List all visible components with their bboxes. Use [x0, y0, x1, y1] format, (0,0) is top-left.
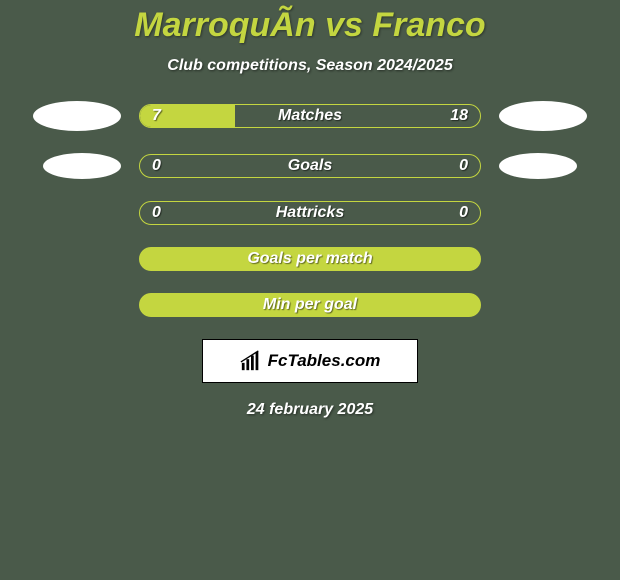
stat-bar-hattricks: 0 Hattricks 0 [139, 201, 481, 225]
player-avatar-left [33, 101, 121, 131]
stat-label: Goals [140, 157, 480, 175]
stat-value-right: 0 [459, 204, 468, 222]
stat-value-right: 0 [459, 157, 468, 175]
player-avatar-left-2 [43, 153, 121, 179]
stat-row-goals: 0 Goals 0 [0, 153, 620, 179]
stat-bar-matches: 7 Matches 18 [139, 104, 481, 128]
page-subtitle: Club competitions, Season 2024/2025 [0, 57, 620, 75]
page-title: MarroquÃ­n vs Franco [0, 6, 620, 45]
player-avatar-right [499, 101, 587, 131]
comparison-card: MarroquÃ­n vs Franco Club competitions, … [0, 0, 620, 419]
stat-bar-min-per-goal: Min per goal [139, 293, 481, 317]
chart-icon [240, 350, 262, 372]
date-label: 24 february 2025 [0, 401, 620, 419]
stat-label: Matches [140, 107, 480, 125]
stat-bar-goals: 0 Goals 0 [139, 154, 481, 178]
stat-bar-goals-per-match: Goals per match [139, 247, 481, 271]
stat-value-right: 18 [450, 107, 468, 125]
stat-label: Min per goal [140, 296, 480, 314]
stat-label: Goals per match [140, 250, 480, 268]
logo-text: FcTables.com [268, 351, 381, 371]
stat-row-matches: 7 Matches 18 [0, 101, 620, 131]
stat-label: Hattricks [140, 204, 480, 222]
logo-box[interactable]: FcTables.com [202, 339, 418, 383]
player-avatar-right-2 [499, 153, 577, 179]
